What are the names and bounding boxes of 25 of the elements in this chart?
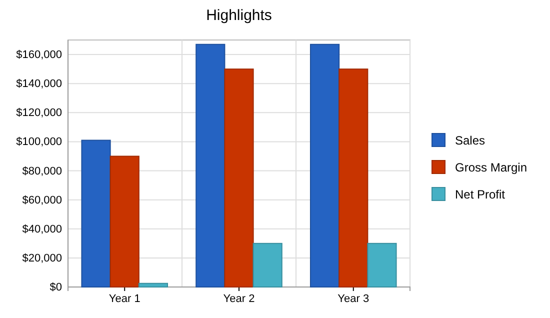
y-tick-label: $20,000 [22, 252, 62, 264]
bar [338, 68, 368, 288]
y-tick-label: $100,000 [16, 136, 62, 148]
y-tick-label: $80,000 [22, 165, 62, 178]
x-tick-label: Year 2 [223, 292, 255, 305]
legend-label: Sales [455, 134, 486, 148]
y-tick-label: $120,000 [16, 107, 62, 120]
bar [252, 242, 282, 288]
bar [196, 44, 226, 288]
legend-label: Net Profit [455, 188, 506, 202]
bar [367, 242, 397, 288]
x-tick-label: Year 1 [108, 292, 140, 305]
chart-title: Highlights [206, 7, 272, 24]
bar [224, 68, 254, 288]
y-tick-label: $60,000 [22, 194, 62, 206]
y-tick-label: $160,000 [16, 49, 62, 62]
bar [310, 44, 340, 288]
legend-label: Gross Margin [455, 160, 528, 174]
y-tick-label: $40,000 [22, 223, 62, 236]
y-tick-label: $140,000 [16, 78, 62, 90]
bar [110, 156, 140, 288]
bar [138, 282, 168, 288]
y-tick-label: $0 [50, 282, 62, 294]
x-tick-label: Year 3 [338, 292, 370, 305]
bar [81, 140, 111, 288]
